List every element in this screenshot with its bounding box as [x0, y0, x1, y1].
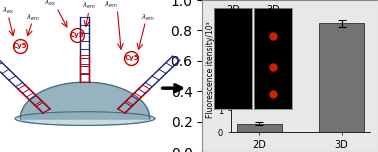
Polygon shape [15, 112, 155, 125]
Y-axis label: Fluorescence itensity/10³: Fluorescence itensity/10³ [206, 21, 215, 117]
Text: $\lambda_{em}$: $\lambda_{em}$ [104, 0, 118, 10]
Text: 3D: 3D [266, 5, 280, 15]
Text: $\lambda_{ex}$: $\lambda_{ex}$ [44, 0, 57, 8]
Text: $\lambda_{em}$: $\lambda_{em}$ [26, 13, 40, 23]
Text: $\lambda_{em}$: $\lambda_{em}$ [82, 1, 96, 11]
Text: 2D: 2D [226, 5, 240, 15]
Text: Cy5: Cy5 [70, 32, 84, 38]
Bar [237, 124, 282, 132]
Bar [319, 23, 364, 132]
Text: $\lambda_{ex}$: $\lambda_{ex}$ [2, 5, 14, 16]
Text: $\lambda_{em}$: $\lambda_{em}$ [141, 13, 155, 23]
Text: Cy5: Cy5 [124, 55, 139, 61]
Text: Cy5: Cy5 [13, 43, 28, 49]
